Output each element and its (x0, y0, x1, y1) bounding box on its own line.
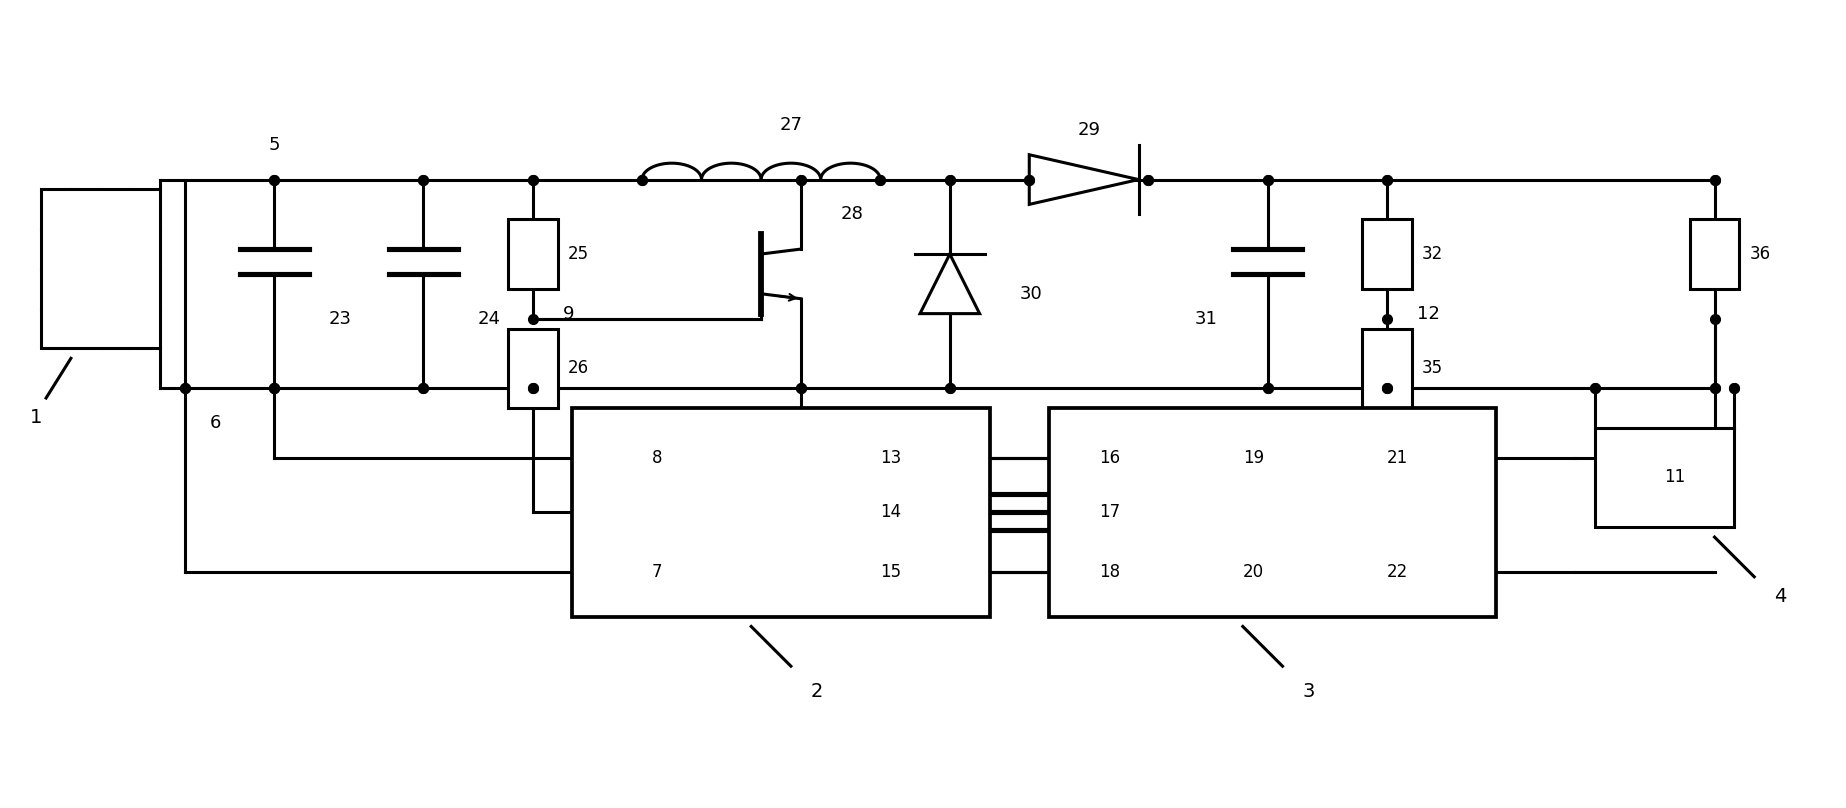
Polygon shape (1030, 154, 1139, 204)
Bar (41, 190, 161, 348)
Bar (1595, 427, 1735, 527)
Text: 13: 13 (881, 448, 901, 467)
Text: 16: 16 (1098, 448, 1121, 467)
Text: 18: 18 (1098, 563, 1121, 581)
Text: 11: 11 (1665, 469, 1685, 486)
Text: 32: 32 (1421, 245, 1444, 263)
Bar (508, 329, 557, 408)
Text: 28: 28 (840, 205, 864, 223)
Text: 2: 2 (810, 681, 823, 701)
Text: 6: 6 (210, 414, 222, 431)
Bar (1049, 408, 1495, 617)
Text: 35: 35 (1421, 360, 1444, 377)
Text: 26: 26 (567, 360, 589, 377)
Polygon shape (919, 254, 980, 314)
Bar (1362, 219, 1412, 288)
Text: 4: 4 (1774, 587, 1787, 606)
Text: 12: 12 (1416, 305, 1440, 322)
Text: 15: 15 (881, 563, 901, 581)
Text: 9: 9 (563, 305, 574, 322)
Text: 23: 23 (329, 309, 353, 327)
Text: 3: 3 (1303, 681, 1314, 701)
Text: 5: 5 (270, 136, 281, 154)
Text: 20: 20 (1242, 563, 1265, 581)
Text: 30: 30 (1019, 284, 1043, 303)
Bar (1362, 329, 1412, 408)
Bar (508, 219, 557, 288)
Text: 8: 8 (652, 448, 663, 467)
Bar (572, 408, 989, 617)
Text: 14: 14 (881, 503, 901, 521)
Text: 27: 27 (779, 116, 803, 134)
Text: 24: 24 (478, 309, 500, 327)
Text: 36: 36 (1750, 245, 1770, 263)
Text: 7: 7 (652, 563, 663, 581)
Bar (1689, 219, 1739, 288)
Text: 17: 17 (1098, 503, 1121, 521)
Text: 29: 29 (1078, 121, 1100, 139)
Text: 22: 22 (1386, 563, 1408, 581)
Text: 31: 31 (1194, 309, 1218, 327)
Text: 19: 19 (1242, 448, 1265, 467)
Text: 21: 21 (1386, 448, 1408, 467)
Text: 25: 25 (567, 245, 589, 263)
Text: 1: 1 (30, 408, 42, 427)
